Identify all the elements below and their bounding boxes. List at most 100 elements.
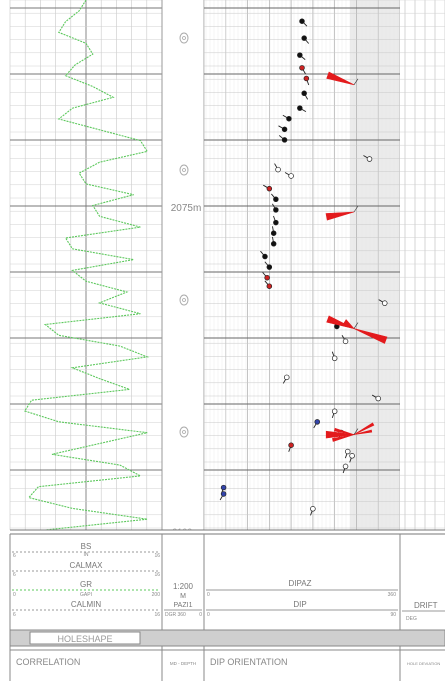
dip-tadpole xyxy=(278,135,288,143)
rose-petal xyxy=(326,71,355,86)
dip-tadpole xyxy=(270,226,277,236)
depth-column: 2075m 2100m xyxy=(161,0,205,537)
calmax-label: CALMAX xyxy=(70,561,104,570)
dip-tadpole xyxy=(271,203,279,213)
tadpole-head xyxy=(281,126,288,133)
dip-tadpole xyxy=(313,419,320,429)
tadpole-head xyxy=(275,166,281,173)
dip-tadpole xyxy=(297,52,306,60)
dip-tadpole xyxy=(310,506,316,516)
dip-tadpole xyxy=(263,184,273,192)
calmin-max: 16 xyxy=(154,612,160,618)
tadpole-head xyxy=(303,75,310,82)
bs-min: 6 xyxy=(13,553,16,559)
tadpole-head xyxy=(273,207,279,213)
rose-petal xyxy=(341,319,355,330)
rose-diagram xyxy=(325,422,375,442)
dip-tadpole xyxy=(301,90,309,100)
drift-track xyxy=(400,0,445,530)
gr-curve xyxy=(23,0,150,531)
dip-tadpole xyxy=(299,65,306,75)
tadpole-head xyxy=(314,419,320,425)
tadpole-head xyxy=(266,283,273,289)
correlation-track xyxy=(9,0,163,537)
depth-scale-header: 1:200 M PAZI1 DGR 360 0 xyxy=(164,582,202,618)
tadpole-head xyxy=(301,90,307,97)
bs-scale: BS IN 6 16 xyxy=(12,542,160,559)
dip-label: DIP xyxy=(293,600,306,609)
dip-tadpole xyxy=(271,193,279,203)
rose-diagram xyxy=(326,71,359,86)
tadpole-head xyxy=(281,137,288,143)
tadpole-head xyxy=(342,463,349,470)
bs-unit: IN xyxy=(84,552,89,558)
dip-tadpole xyxy=(262,272,270,281)
bs-max: 16 xyxy=(154,553,160,559)
dip-tadpole xyxy=(342,463,349,474)
tadpole-head xyxy=(288,442,294,448)
dip-tadpole xyxy=(220,484,227,495)
rose-diagram xyxy=(326,315,388,344)
tadpole-head xyxy=(266,185,273,192)
tadpole-head xyxy=(310,506,316,512)
dip-tadpole xyxy=(264,261,273,270)
holeshape-label: HOLESHAPE xyxy=(57,634,112,644)
tadpole-head xyxy=(262,253,268,260)
dip-max: 90 xyxy=(390,612,396,618)
tadpole-head xyxy=(331,355,338,362)
tadpole-head xyxy=(270,241,277,247)
depth-unit: M xyxy=(180,593,186,600)
dip-tadpole xyxy=(301,35,310,44)
dip-tadpole xyxy=(278,125,288,133)
tadpole-head xyxy=(220,484,227,491)
drift-label: DRIFT xyxy=(414,601,438,610)
rose-petal xyxy=(353,429,373,435)
pazi-label: PAZI1 xyxy=(174,602,193,609)
dip-tadpole xyxy=(331,351,338,362)
tadpole-head xyxy=(342,338,349,345)
tadpole-head xyxy=(375,395,381,402)
rose-petal xyxy=(353,328,388,344)
bs-label: BS xyxy=(81,542,92,551)
dip-tadpole xyxy=(371,394,381,402)
dgr-range-min: DGR 360 xyxy=(165,612,186,618)
dgr-range-max: 0 xyxy=(199,612,202,618)
dip-tadpole xyxy=(219,491,227,501)
depth-tick-marker xyxy=(179,294,189,306)
dipaz-label: DIPAZ xyxy=(289,579,312,588)
drift-unit: DEG xyxy=(406,616,417,622)
tadpole-head xyxy=(288,173,294,179)
dip-tadpole xyxy=(282,374,290,384)
hole-deviation-label: HOLE DEVIATION xyxy=(407,661,440,666)
gr-max: 200 xyxy=(152,592,161,598)
dip-tadpole xyxy=(303,75,310,86)
dip-tadpole xyxy=(344,448,351,459)
calmin-label: CALMIN xyxy=(71,600,101,609)
tadpole-head xyxy=(299,18,305,24)
tadpole-head xyxy=(273,219,279,226)
calmin-min: 6 xyxy=(13,612,16,618)
dip-orientation-title: DIP ORIENTATION xyxy=(210,657,288,667)
gr-label: GR xyxy=(80,580,92,589)
tadpole-head xyxy=(264,274,270,281)
rose-stem xyxy=(353,205,359,213)
calmax-max: 16 xyxy=(154,572,160,578)
log-header: BS IN 6 16 CALMAX 6 16 GR GAPI 0 200 CAL… xyxy=(0,529,445,681)
dip-tadpole xyxy=(274,163,281,173)
tadpole-head xyxy=(286,115,292,122)
depth-tick-marker xyxy=(179,164,189,176)
rose-petal xyxy=(353,422,375,435)
dip-tadpole xyxy=(349,453,355,463)
tadpole-head xyxy=(297,105,303,111)
gr-scale: GR GAPI 0 200 xyxy=(12,580,160,598)
depth-markers xyxy=(179,32,189,438)
rose-petal xyxy=(332,434,355,442)
dip-tadpole xyxy=(378,299,388,306)
gr-min: 0 xyxy=(13,592,16,598)
tadpole-head xyxy=(270,230,277,236)
dip-tadpole xyxy=(282,114,292,122)
dip-track xyxy=(203,0,401,537)
rose-petal xyxy=(327,432,355,438)
dip-tadpole xyxy=(273,215,279,226)
tadpole-head xyxy=(273,196,279,203)
